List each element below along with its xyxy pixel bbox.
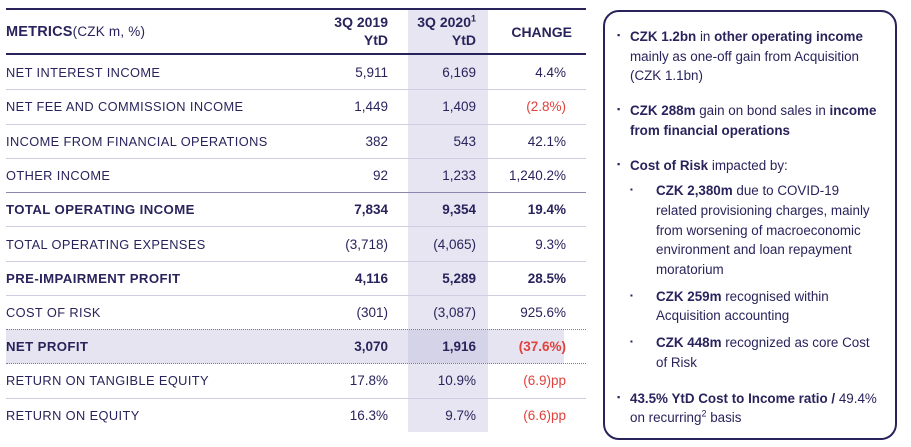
column-header-3q2020: 3Q 20201 YtD	[408, 10, 488, 53]
highlights-panel: ▪ CZK 1.2bn in other operating income ma…	[603, 10, 897, 440]
footnote-superscript-1: 1	[470, 13, 476, 24]
bullet-square-icon: ▪	[617, 158, 621, 169]
value-2019: 7,834	[354, 202, 388, 218]
row-label: RETURN ON EQUITY	[6, 408, 140, 424]
note-text: CZK 259m recognised within Acquisition a…	[656, 288, 829, 324]
table-row-net-fee-commission-income: NET FEE AND COMMISSION INCOME 1,449 1,40…	[6, 89, 586, 124]
value-change: (6.6)pp	[523, 408, 566, 424]
note-text: 43.5% YtD Cost to Income ratio / 49.4% o…	[630, 390, 877, 426]
value-change: (2.8%)	[526, 99, 566, 115]
value-2020: 1,409	[408, 90, 488, 124]
table-row-pre-impairment-profit: PRE-IMPAIRMENT PROFIT 4,116 5,289 28.5%	[6, 260, 586, 296]
col-2019-line2: YtD	[363, 31, 388, 48]
row-label: PRE-IMPAIRMENT PROFIT	[6, 270, 181, 286]
metrics-header-cell: METRICS (CZK m, %)	[6, 10, 306, 53]
row-label: INCOME FROM FINANCIAL OPERATIONS	[6, 133, 268, 149]
bullet-square-icon: ▪	[617, 30, 621, 40]
value-2019: 16.3%	[349, 408, 388, 424]
table-header-row: METRICS (CZK m, %) 3Q 2019 YtD 3Q 20201 …	[6, 8, 586, 55]
value-2020: 9.7%	[408, 398, 488, 433]
note-text: Cost of Risk impacted by:	[630, 157, 788, 173]
bullet-square-icon: ▪	[630, 290, 633, 300]
row-label: NET FEE AND COMMISSION INCOME	[6, 99, 244, 115]
value-change: 19.4%	[527, 202, 566, 218]
subnote-covid-provisioning: ▪ CZK 2,380m due to COVID-19 related pro…	[630, 181, 882, 280]
value-2019: 4,116	[354, 270, 388, 286]
value-change: 42.1%	[527, 133, 566, 149]
note-bond-sales-gain: ▪ CZK 288m gain on bond sales in income …	[617, 101, 882, 140]
value-change: (37.6%)	[518, 339, 566, 355]
value-2020: 9,354	[408, 193, 488, 227]
metrics-unit-note: (CZK m, %)	[72, 24, 146, 39]
value-2020: 6,169	[408, 55, 488, 90]
value-change: 1,240.2%	[508, 168, 566, 184]
column-gap	[388, 10, 408, 53]
value-2019: 92	[372, 168, 388, 184]
value-change: 925.6%	[520, 305, 566, 321]
note-other-operating-income: ▪ CZK 1.2bn in other operating income ma…	[617, 27, 882, 86]
row-label: TOTAL OPERATING EXPENSES	[6, 236, 206, 252]
value-2019: (301)	[356, 305, 388, 321]
value-change: 4.4%	[535, 64, 566, 80]
table-row-return-on-equity: RETURN ON EQUITY 16.3% 9.7% (6.6)pp	[6, 397, 586, 433]
row-label: RETURN ON TANGIBLE EQUITY	[6, 373, 209, 389]
row-label: NET INTEREST INCOME	[6, 64, 161, 80]
note-text: CZK 2,380m due to COVID-19 related provi…	[656, 183, 870, 278]
note-cost-to-income-ratio: ▪ 43.5% YtD Cost to Income ratio / 49.4%…	[617, 389, 882, 428]
table-row-net-interest-income: NET INTEREST INCOME 5,911 6,169 4.4%	[6, 55, 586, 90]
row-label: NET PROFIT	[6, 339, 89, 355]
table-row-total-operating-expenses: TOTAL OPERATING EXPENSES (3,718) (4,065)…	[6, 226, 586, 261]
bullet-square-icon: ▪	[630, 185, 633, 195]
value-change: (6.9)pp	[523, 373, 566, 389]
table-row-net-profit: NET PROFIT 3,070 1,916 (37.6%)	[6, 329, 586, 364]
bullet-square-icon: ▪	[630, 337, 633, 347]
metrics-table: METRICS (CZK m, %) 3Q 2019 YtD 3Q 20201 …	[6, 8, 586, 433]
col-2020-line1: 3Q 20201	[417, 13, 476, 30]
metrics-title: METRICS	[6, 23, 73, 40]
row-label: COST OF RISK	[6, 305, 101, 321]
value-2019: 382	[365, 133, 388, 149]
value-change: 28.5%	[527, 270, 566, 286]
table-row-total-operating-income: TOTAL OPERATING INCOME 7,834 9,354 19.4%	[6, 192, 586, 227]
value-2019: (3,718)	[345, 236, 388, 252]
column-header-change: CHANGE	[511, 23, 572, 40]
value-2020: 1,233	[408, 158, 488, 193]
value-2020: 10.9%	[408, 363, 488, 398]
note-text: CZK 448m recognized as core Cost of Risk	[656, 335, 870, 370]
bullet-square-icon: ▪	[617, 391, 621, 402]
value-2020: 543	[408, 124, 488, 158]
value-2020: 1,916	[408, 330, 488, 363]
footnote-superscript-2: 2	[701, 408, 707, 419]
note-cost-of-risk: ▪ Cost of Risk impacted by:	[617, 156, 882, 176]
subnote-acquisition-accounting: ▪ CZK 259m recognised within Acquisition…	[630, 287, 882, 326]
table-row-cost-of-risk: COST OF RISK (301) (3,087) 925.6%	[6, 295, 586, 330]
col-2020-line2: YtD	[451, 31, 476, 48]
table-row-income-financial-operations: INCOME FROM FINANCIAL OPERATIONS 382 543…	[6, 123, 586, 158]
table-row-return-on-tangible-equity: RETURN ON TANGIBLE EQUITY 17.8% 10.9% (6…	[6, 363, 586, 398]
table-row-other-income: OTHER INCOME 92 1,233 1,240.2%	[6, 157, 586, 193]
note-text: CZK 1.2bn in other operating income main…	[630, 29, 863, 84]
value-2020: (4,065)	[408, 227, 488, 261]
value-2020: (3,087)	[408, 296, 488, 330]
column-header-3q2019: 3Q 2019 YtD	[306, 10, 388, 53]
value-2019: 1,449	[354, 99, 388, 115]
subnote-core-cost-of-risk: ▪ CZK 448m recognized as core Cost of Ri…	[630, 333, 882, 372]
value-2019: 5,911	[355, 64, 388, 80]
value-2019: 3,070	[354, 339, 388, 355]
col-2019-line1: 3Q 2019	[334, 14, 388, 30]
row-label: TOTAL OPERATING INCOME	[6, 202, 195, 218]
value-change: 9.3%	[535, 236, 566, 252]
value-2019: 17.8%	[349, 373, 388, 389]
note-text: CZK 288m gain on bond sales in income fr…	[630, 103, 877, 138]
bullet-square-icon: ▪	[617, 104, 621, 115]
row-label: OTHER INCOME	[6, 168, 111, 184]
value-2020: 5,289	[408, 261, 488, 296]
